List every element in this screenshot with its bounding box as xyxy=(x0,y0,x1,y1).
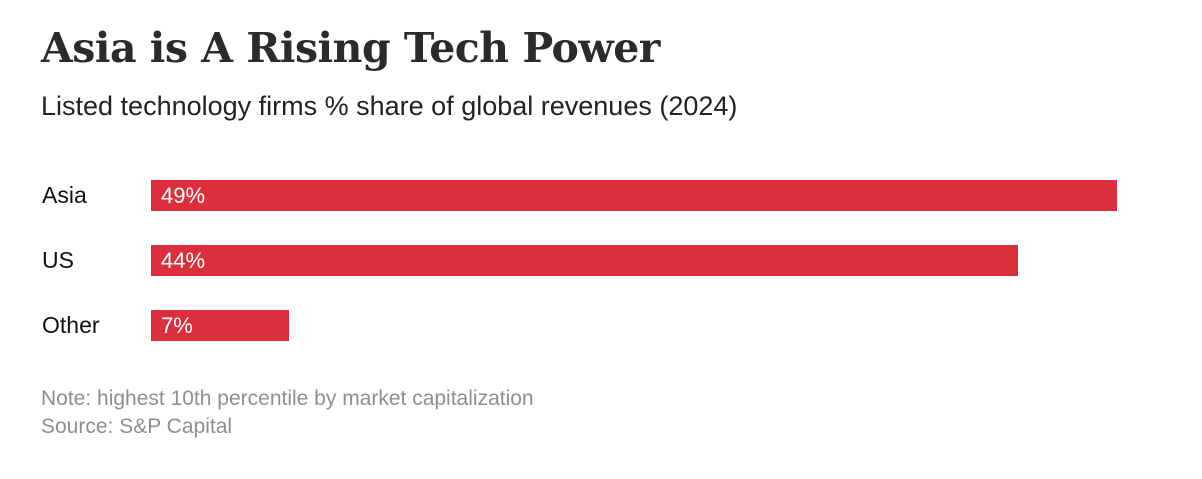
chart-title: Asia is A Rising Tech Power xyxy=(41,24,660,72)
bar xyxy=(151,310,289,341)
category-label: Other xyxy=(42,312,100,338)
bar-chart: Asia 49% US 44% Other 7% xyxy=(0,160,1202,360)
data-label: 7% xyxy=(161,313,193,338)
data-label: 49% xyxy=(161,183,206,208)
chart-footnote: Note: highest 10th percentile by market … xyxy=(41,385,534,441)
category-label: US xyxy=(42,247,74,273)
bar xyxy=(151,180,1117,211)
source-text: Source: S&P Capital xyxy=(41,415,233,438)
note-text: Note: highest 10th percentile by market … xyxy=(41,387,534,410)
bar xyxy=(151,245,1018,276)
chart-subtitle: Listed technology firms % share of globa… xyxy=(41,91,738,121)
category-label: Asia xyxy=(42,182,87,208)
data-label: 44% xyxy=(161,248,206,273)
